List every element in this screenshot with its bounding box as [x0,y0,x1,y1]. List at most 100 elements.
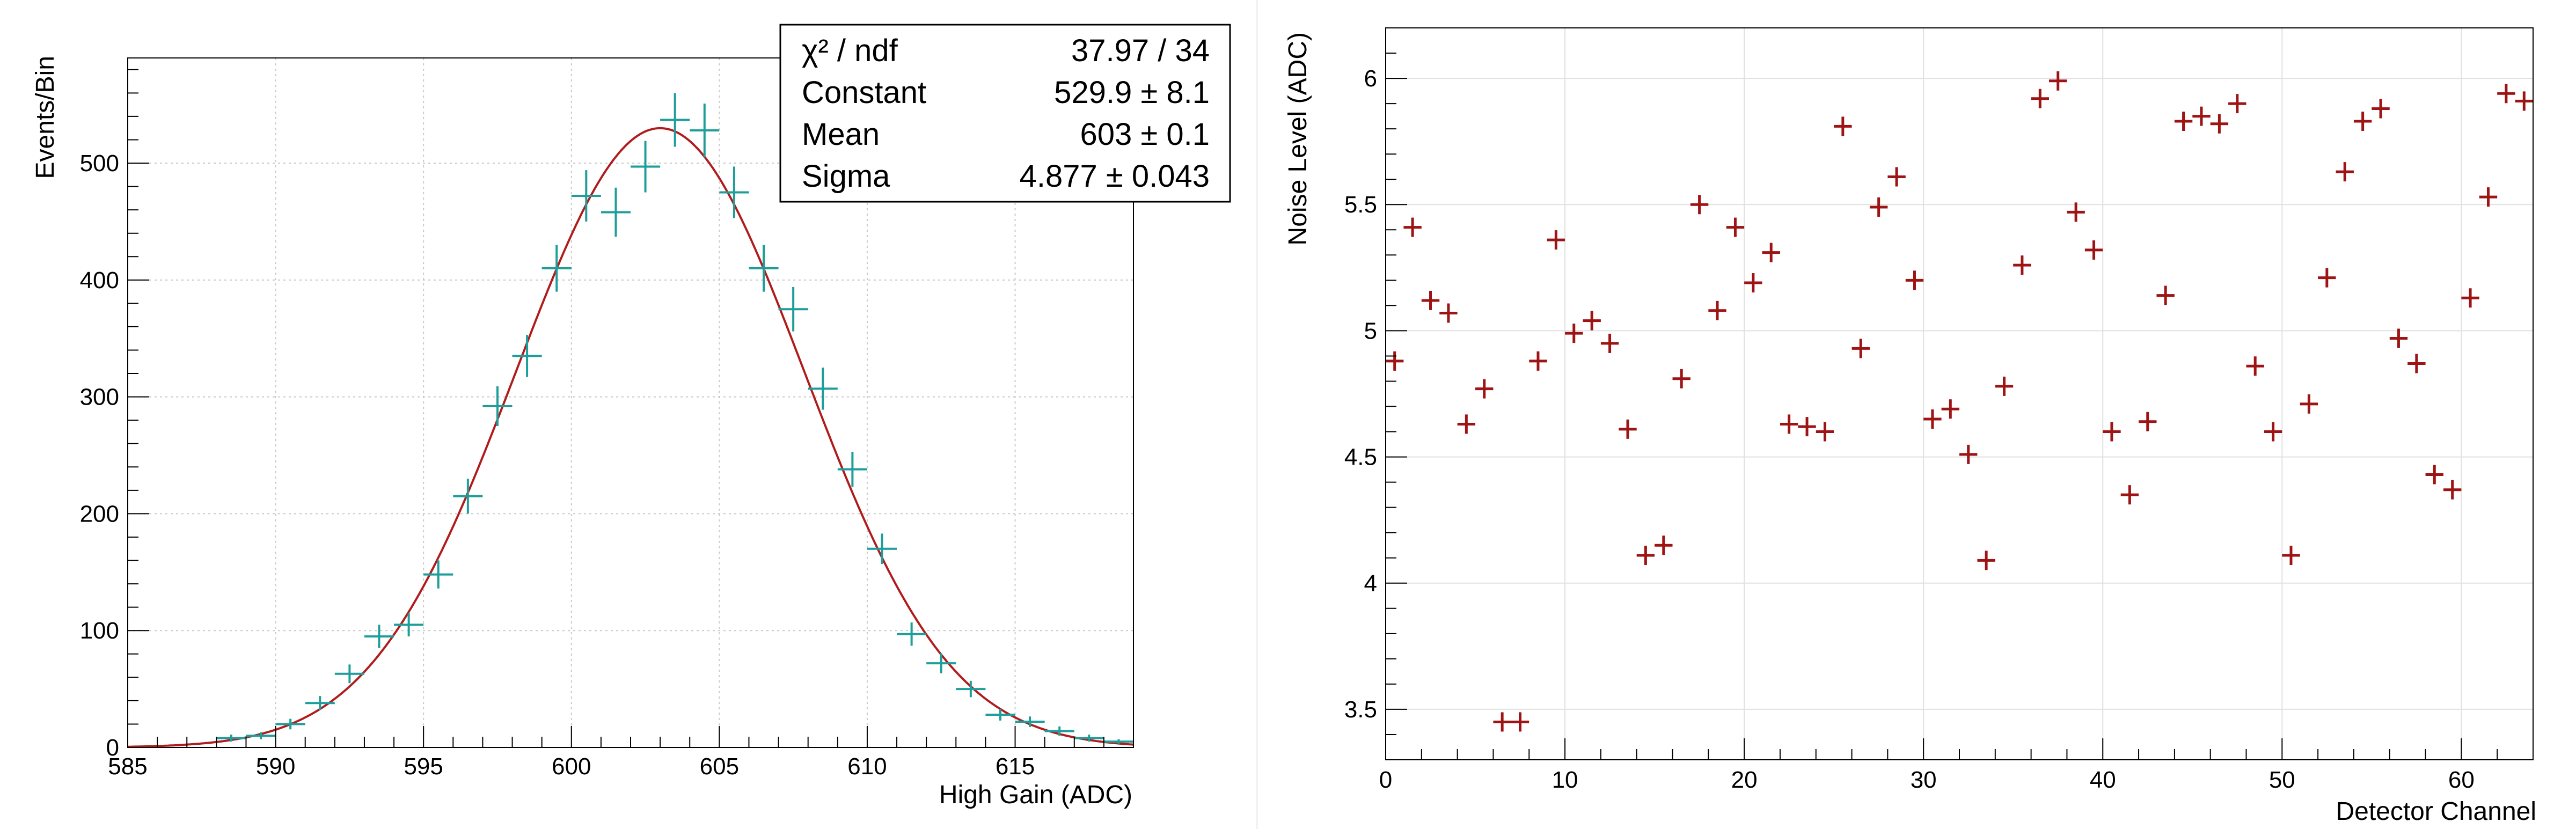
right-xlabel: Detector Channel [2336,797,2536,826]
channel-noise-point [1834,116,1852,136]
fit-histogram-chart: 585 590 595 600 605 610 615 0 100 200 300 400 500 Ev… [31,24,1231,809]
left-xtick-label: 610 [847,753,887,780]
left-ytick-label: 300 [80,384,119,410]
left-ytick-label: 100 [80,618,119,644]
channel-noise-point [2372,99,2390,119]
histogram-point [837,451,867,487]
histogram-point [690,103,720,158]
histogram-point [571,170,601,222]
channel-noise-point [1529,351,1547,371]
left-ytick-label: 400 [80,267,119,294]
histogram-point [867,533,897,564]
right-ytick-label: 3.5 [1344,696,1377,723]
right-tick-labels: 0 10 20 30 40 50 60 3.5 4 4.5 5 5.5 6 [1344,65,2475,793]
channel-noise-point [2479,187,2498,207]
right-plot-frame [1385,27,2534,760]
histogram-point [334,664,364,684]
left-xtick-label: 590 [256,753,295,780]
channel-noise-point [2174,112,2193,131]
channel-noise-point [1386,351,1404,371]
stats-label: Mean [802,117,880,152]
left-grid [128,58,1133,747]
channel-noise-point [1457,414,1476,434]
channel-noise-point [1690,195,1709,215]
channel-noise-point [2336,162,2354,182]
left-xtick-label: 595 [404,753,443,780]
stats-box-frame [779,24,1231,203]
channel-noise-point [2084,240,2103,260]
histogram-point [453,479,483,514]
channel-noise-point [1493,712,1511,732]
histogram-point [631,141,661,193]
left-xlabel: High Gain (ADC) [939,781,1132,809]
right-grid [1386,28,2533,760]
histogram-point [1044,726,1074,736]
channel-noise-point [2425,465,2443,485]
right-data-markers [1386,71,2533,732]
channel-noise-point [2461,288,2479,308]
channel-noise-point [2407,354,2426,373]
left-data-markers [216,93,1133,744]
histogram-point [1074,735,1104,742]
stats-label: χ² / ndf [802,33,898,68]
right-xtick-label: 50 [2269,767,2295,793]
left-xtick-label: 615 [996,753,1035,780]
right-xtick-label: 60 [2448,767,2475,793]
right-xtick-label: 20 [1731,767,1758,793]
channel-noise-point [1798,417,1816,437]
channel-noise-point [1565,324,1583,343]
channel-noise-point [1851,339,1870,358]
histogram-point [541,245,572,292]
left-ytick-label: 500 [80,150,119,177]
channel-noise-point [2389,328,2408,348]
channel-noise-point [1619,419,1637,439]
channel-noise-point [1923,409,1942,429]
channel-noise-point [2246,356,2264,376]
channel-noise-point [1977,551,1995,570]
stats-value: 37.97 / 34 [1071,33,1210,68]
channel-noise-point [2156,285,2175,305]
channel-noise-point [2210,114,2229,134]
fit-histogram-panel: 585 590 595 600 605 610 615 0 100 200 300 400 500 Ev… [0,0,1256,829]
left-ytick-label: 200 [80,501,119,527]
channel-noise-point [2300,394,2318,414]
histogram-point [1015,716,1045,727]
stats-box: χ² / ndf 37.97 / 34 Constant 529.9 ± 8.1 Mea… [779,24,1231,203]
histogram-point [660,93,690,147]
channel-noise-point [1941,399,1959,419]
channel-noise-point [1959,444,1978,464]
right-xtick-label: 0 [1379,767,1392,793]
channel-noise-point [1439,303,1458,323]
gaussian-fit-curve [128,127,1134,748]
left-tick-labels: 585 590 595 600 605 610 615 0 100 200 300 400 500 [80,150,1035,780]
right-xtick-label: 30 [1911,767,1937,793]
channel-noise-point [1869,197,1888,217]
channel-noise-point [2264,422,2282,442]
channel-noise-point [1887,167,1906,187]
channel-noise-point [1547,230,1565,250]
channel-noise-point [2515,91,2533,111]
right-ytick-label: 5 [1364,318,1377,344]
noise-panel: 0 10 20 30 40 50 60 3.5 4 4.5 5 5.5 6 Noise Level (A… [1258,0,2576,829]
right-xtick-label: 10 [1552,767,1578,793]
channel-noise-point [2031,89,2050,108]
channel-noise-point [1403,217,1422,237]
histogram-point [1103,739,1133,744]
right-xtick-label: 40 [2090,767,2116,793]
left-plot-frame [127,57,1134,748]
channel-noise-point [1583,311,1601,331]
histogram-point [956,680,986,698]
channel-noise-point [1511,712,1529,732]
right-ytick-label: 4 [1364,570,1377,597]
noise-scatter-chart: 0 10 20 30 40 50 60 3.5 4 4.5 5 5.5 6 Noise Level (A… [1284,27,2536,826]
channel-noise-point [2049,71,2067,91]
left-ylabel: Events/Bin [31,56,60,179]
stats-value: 529.9 ± 8.1 [1054,75,1210,110]
histogram-point [808,368,838,410]
histogram-point [394,613,424,637]
channel-noise-point [1655,535,1673,555]
channel-noise-point [2318,268,2336,288]
panel-separator [1256,0,1258,829]
stats-label: Sigma [802,159,890,194]
right-ylabel: Noise Level (ADC) [1284,32,1312,245]
